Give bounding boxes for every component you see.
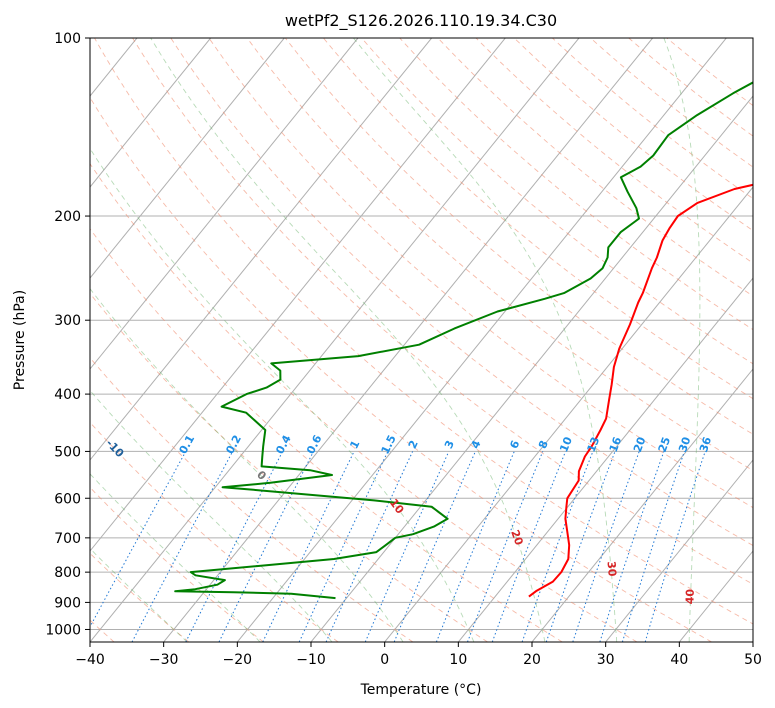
x-tick-label: 40 — [670, 652, 688, 668]
mixing-ratio-line — [218, 451, 314, 642]
y-tick-label: 400 — [54, 387, 81, 403]
mixing-ratio-label: 10 — [557, 435, 575, 454]
y-tick-label: 700 — [54, 531, 81, 547]
dry-adiabat-line — [170, 38, 753, 547]
isotherm-line — [236, 38, 727, 642]
moist-adiabat-line — [90, 147, 475, 642]
chart-title: wetPf2_S126.2026.110.19.34.C30 — [285, 11, 557, 31]
line-labels: -100-90-80-70-60-50-40-30-20-100.10.20.4… — [103, 433, 714, 605]
dry-adiabat-line — [94, 38, 753, 625]
dry-adiabat-line — [90, 486, 264, 642]
mixing-ratio-lines — [90, 451, 706, 642]
x-axis: −40 −30 −20 −10 0 10 20 30 40 50 — [75, 642, 762, 668]
mixing-ratio-line — [572, 451, 640, 642]
mixing-ratio-label: 30 — [676, 435, 693, 454]
mixing-ratio-line — [325, 451, 414, 642]
isotherm-line — [531, 368, 753, 642]
x-tick-label: −30 — [149, 652, 179, 668]
x-tick-label: 50 — [744, 652, 762, 668]
mixing-ratio-line — [599, 451, 665, 642]
moist-adiabats — [90, 38, 701, 642]
isotherm-line — [90, 38, 433, 461]
dry-adiabat-line — [246, 38, 753, 472]
plot-area: -100-90-80-70-60-50-40-30-20-100.10.20.4… — [90, 38, 753, 642]
mixing-ratio-line — [90, 451, 187, 628]
mixing-ratio-line — [621, 451, 685, 642]
y-axis-label: Pressure (hPa) — [12, 290, 28, 390]
dry-adiabat-line — [90, 96, 712, 642]
mixing-ratio-line — [545, 451, 616, 642]
x-tick-label: 20 — [523, 652, 541, 668]
sounding-profiles — [174, 81, 753, 600]
x-tick-label: 30 — [597, 652, 615, 668]
isotherm-line — [163, 38, 654, 642]
mixing-ratio-label: 13 — [585, 435, 603, 454]
moist-adiabat-line — [90, 287, 404, 642]
isotherm-line — [90, 38, 285, 279]
mixing-ratio-label: 36 — [697, 435, 714, 454]
y-tick-label: 200 — [54, 209, 81, 225]
isotherm-line — [90, 38, 506, 552]
moist-adiabat-line — [90, 389, 333, 642]
x-tick-label: 10 — [449, 652, 467, 668]
isotherm-line — [605, 459, 753, 642]
y-tick-label: 500 — [54, 444, 81, 460]
x-tick-label: −40 — [75, 652, 105, 668]
moist-adiabat-label: 20 — [508, 528, 525, 547]
moist-adiabat-line — [90, 473, 261, 642]
x-tick-label: −10 — [296, 652, 326, 668]
mixing-ratio-line — [467, 451, 544, 642]
x-axis-label: Temperature (°C) — [360, 682, 482, 698]
y-tick-label: 100 — [54, 31, 81, 47]
dry-adiabat-line — [132, 38, 753, 585]
dry-adiabat-line — [90, 357, 414, 642]
moist-adiabat-line — [663, 38, 701, 642]
mixing-ratio-label: 20 — [631, 435, 649, 454]
mixing-ratio-line — [393, 451, 476, 642]
y-tick-label: 600 — [54, 491, 81, 507]
dry-adiabat-line — [208, 38, 753, 509]
mixing-ratio-line — [364, 451, 450, 642]
moist-adiabat-line — [353, 38, 618, 642]
isotherm-line — [90, 38, 212, 188]
mixing-ratio-line — [644, 451, 706, 642]
isotherm-line — [310, 95, 753, 642]
dewpoint-profile-line — [174, 81, 753, 600]
plot-frame — [89, 37, 754, 643]
mixing-ratio-line — [185, 451, 284, 642]
moist-adiabat-label: 30 — [604, 561, 618, 578]
y-tick-label: 300 — [54, 313, 81, 329]
dry-adiabat-line — [90, 162, 638, 642]
dry-adiabats — [90, 38, 753, 642]
moist-adiabat-label: 40 — [683, 588, 697, 604]
dry-adiabat-line — [437, 38, 753, 297]
y-tick-label: 1000 — [45, 622, 81, 638]
moist-adiabat-line — [150, 38, 546, 642]
y-axis: 100 200 300 400 500 600 700 800 900 1000 — [45, 31, 90, 638]
mixing-ratio-line — [521, 451, 594, 642]
y-tick-label: 800 — [54, 565, 81, 581]
mixing-ratio-line — [131, 451, 234, 642]
mixing-ratio-line — [491, 451, 566, 642]
y-tick-label: 900 — [54, 595, 81, 611]
dry-adiabat-line — [361, 38, 753, 365]
dry-adiabat-line — [90, 292, 488, 642]
isotherm-line — [384, 186, 753, 642]
dry-adiabat-line — [90, 552, 190, 642]
mixing-ratio-label: 25 — [656, 435, 673, 454]
dry-adiabat-line — [323, 38, 753, 400]
mixing-ratio-line — [435, 451, 515, 642]
isotherm-line — [457, 277, 753, 642]
x-tick-label: −20 — [223, 652, 253, 668]
temperature-profile-line — [528, 183, 753, 598]
mixing-ratio-label: 16 — [607, 435, 625, 454]
isotherm-line — [90, 38, 580, 642]
x-tick-label: 0 — [380, 652, 389, 668]
isotherm-gridlines — [90, 38, 753, 642]
isotherm-line — [90, 38, 359, 370]
